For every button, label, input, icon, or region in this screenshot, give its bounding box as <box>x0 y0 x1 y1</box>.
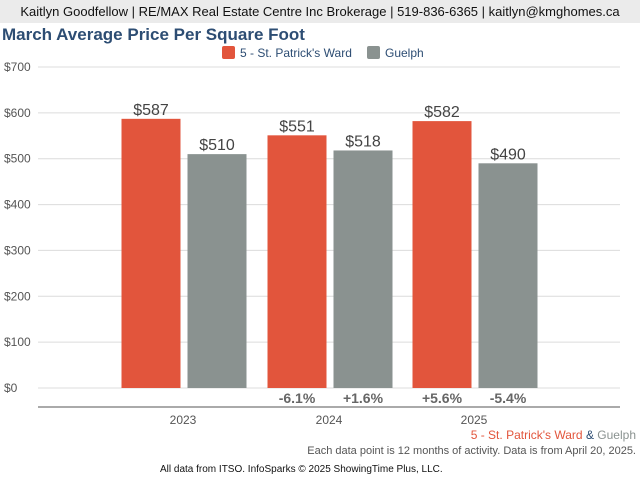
bar-area <box>267 135 327 388</box>
data-label: $582 <box>424 104 460 121</box>
legend-label: 5 - St. Patrick's Ward <box>240 46 352 60</box>
bar-region <box>333 150 393 388</box>
bar-area <box>121 118 181 388</box>
footer-area: 5 - St. Patrick's Ward <box>470 428 583 442</box>
footer-legend: 5 - St. Patrick's Ward & Guelph <box>471 428 636 442</box>
change-label: +1.6% <box>343 390 384 406</box>
y-tick-label: $500 <box>4 152 31 166</box>
y-tick-label: $300 <box>4 243 31 257</box>
data-label: $551 <box>279 118 315 135</box>
bar-area <box>412 121 472 389</box>
data-label: $518 <box>345 133 381 150</box>
y-tick-label: $700 <box>4 60 31 74</box>
chart-title: March Average Price Per Square Foot <box>2 25 305 44</box>
data-label: $587 <box>133 102 169 119</box>
legend-label: Guelph <box>385 46 424 60</box>
y-tick-label: $100 <box>4 335 31 349</box>
legend-swatch <box>222 46 235 59</box>
y-tick-label: $0 <box>4 381 18 395</box>
change-label: -5.4% <box>490 390 527 406</box>
y-tick-label: $400 <box>4 198 31 212</box>
contact-banner: Kaitlyn Goodfellow | RE/MAX Real Estate … <box>0 0 640 23</box>
data-label: $490 <box>490 146 526 163</box>
change-label: -6.1% <box>279 390 316 406</box>
change-label: +5.6% <box>422 390 463 406</box>
y-tick-label: $600 <box>4 106 31 120</box>
footer-region: Guelph <box>597 428 636 442</box>
footer-source: All data from ITSO. InfoSparks © 2025 Sh… <box>160 464 443 475</box>
legend-swatch <box>367 46 380 59</box>
y-tick-label: $200 <box>4 289 31 303</box>
bar-region <box>187 154 247 388</box>
data-label: $510 <box>199 137 235 154</box>
x-tick-label: 2024 <box>316 413 343 427</box>
footer-amp: & <box>585 428 594 442</box>
footer-note: Each data point is 12 months of activity… <box>307 445 636 457</box>
x-tick-label: 2025 <box>461 413 488 427</box>
x-tick-label: 2023 <box>170 413 197 427</box>
bar-region <box>478 163 538 388</box>
